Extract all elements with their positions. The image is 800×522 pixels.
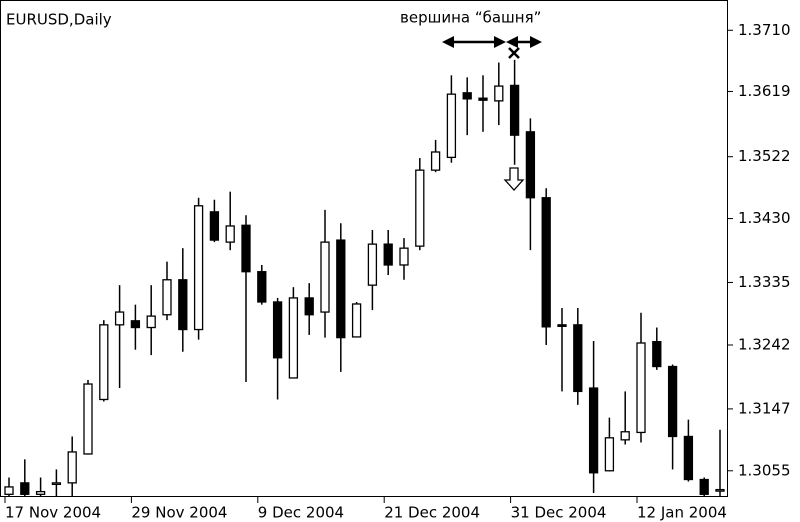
candle-body bbox=[209, 211, 220, 241]
chart-title: EURUSD,Daily bbox=[6, 11, 112, 29]
candle-body bbox=[257, 271, 267, 303]
candle-body bbox=[225, 225, 235, 243]
candle-body bbox=[620, 431, 630, 441]
candle-body bbox=[478, 97, 488, 101]
candle-body bbox=[588, 387, 599, 474]
candle-body bbox=[351, 303, 362, 338]
candle-body bbox=[430, 151, 441, 171]
candle-body bbox=[446, 93, 457, 159]
candle-body bbox=[557, 324, 567, 327]
candle-body bbox=[509, 84, 520, 136]
candle-body bbox=[130, 320, 141, 329]
x-tick-label: 9 Dec 2004 bbox=[258, 504, 344, 522]
candle-body bbox=[67, 451, 77, 484]
candle-body bbox=[636, 342, 646, 434]
x-tick-label: 31 Dec 2004 bbox=[511, 504, 607, 522]
y-tick-label: 1.3335 bbox=[738, 273, 791, 291]
candle-body bbox=[415, 169, 425, 247]
candle-body bbox=[573, 324, 583, 393]
x-tick-label: 17 Nov 2004 bbox=[5, 504, 101, 522]
candle-body bbox=[83, 383, 93, 455]
candle-body bbox=[146, 315, 156, 329]
candle-body bbox=[667, 365, 678, 438]
candle-body bbox=[51, 482, 62, 486]
candle-body bbox=[304, 297, 314, 316]
candle-body bbox=[320, 241, 330, 313]
x-tick-label: 29 Nov 2004 bbox=[131, 504, 227, 522]
candle-body bbox=[652, 340, 662, 368]
candle-body bbox=[683, 435, 694, 481]
candle-body bbox=[178, 279, 188, 331]
y-tick-label: 1.3430 bbox=[738, 209, 791, 227]
candle-body bbox=[162, 279, 172, 316]
candle-body bbox=[604, 437, 615, 472]
candle-body bbox=[20, 482, 30, 495]
candle-body bbox=[193, 205, 204, 331]
down-arrow bbox=[503, 167, 525, 191]
candle-body bbox=[715, 488, 725, 492]
plot-frame bbox=[0, 0, 728, 497]
annotation-arrows bbox=[442, 36, 542, 59]
annotation: вершина “башня” bbox=[400, 9, 541, 27]
candle-body bbox=[114, 311, 125, 326]
candle-body bbox=[525, 131, 536, 199]
y-tick-label: 1.3242 bbox=[738, 336, 791, 354]
candle-body bbox=[399, 247, 409, 266]
y-tick-label: 1.3522 bbox=[738, 147, 791, 165]
y-tick-label: 1.3147 bbox=[738, 399, 791, 417]
candle-body bbox=[99, 324, 109, 401]
y-tick-label: 1.3619 bbox=[738, 82, 791, 100]
candle-body bbox=[272, 301, 283, 359]
candle-body bbox=[699, 478, 709, 495]
candle-body bbox=[288, 297, 299, 379]
candle-body bbox=[336, 239, 346, 339]
candle-body bbox=[35, 490, 46, 495]
x-tick-label: 21 Dec 2004 bbox=[384, 504, 480, 522]
candle-body bbox=[4, 486, 14, 495]
candle-body bbox=[494, 85, 504, 102]
candle-body bbox=[241, 224, 251, 273]
x-tick-label: 12 Jan 2004 bbox=[637, 504, 727, 522]
candle-body bbox=[383, 243, 393, 266]
candle-body bbox=[462, 92, 472, 100]
candle-body bbox=[541, 197, 551, 328]
y-tick-label: 1.3055 bbox=[738, 461, 791, 479]
y-tick-label: 1.3710 bbox=[738, 21, 791, 39]
candle-body bbox=[367, 243, 378, 286]
